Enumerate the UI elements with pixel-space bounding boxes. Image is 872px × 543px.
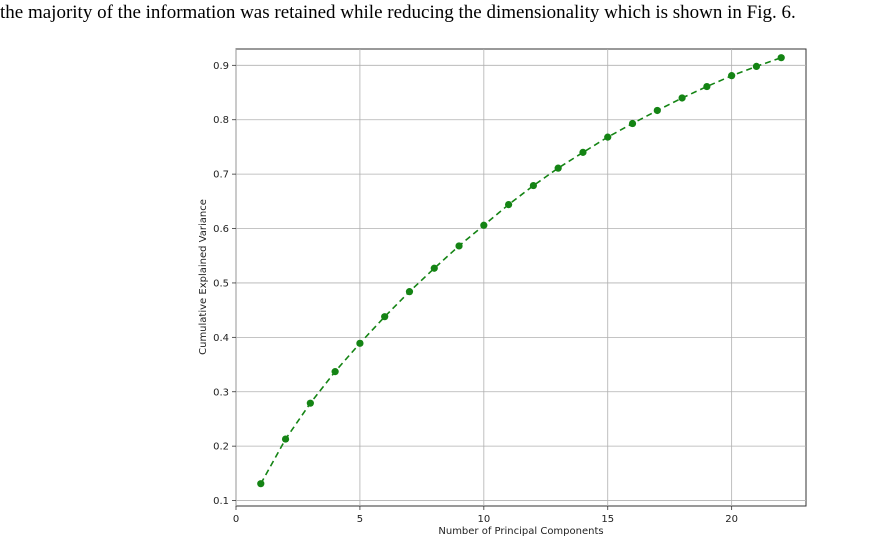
plot-area xyxy=(235,48,807,507)
data-point xyxy=(554,164,562,172)
data-point xyxy=(281,435,290,443)
data-points xyxy=(257,54,785,488)
x-tick-label: 0 xyxy=(233,514,239,525)
axes: 0 5 10 15 20 0.1 0.2 0.3 0.4 0.5 0.6 0.7 0.8 0.9 xyxy=(213,61,738,525)
data-point xyxy=(678,94,686,102)
data-point xyxy=(653,106,661,115)
data-point xyxy=(455,242,463,250)
data-point xyxy=(430,264,438,272)
caption-text: the majority of the information was reta… xyxy=(0,2,796,23)
data-point xyxy=(505,200,513,209)
series-line xyxy=(260,56,782,485)
data-point xyxy=(628,119,637,128)
data-point xyxy=(381,313,389,321)
y-tick-label: 0.3 xyxy=(213,387,229,398)
x-axis-label: Number of Principal Components xyxy=(438,526,603,537)
data-point xyxy=(579,148,587,156)
y-tick-label: 0.9 xyxy=(213,61,229,72)
y-tick-label: 0.1 xyxy=(213,496,229,507)
grid xyxy=(235,49,806,506)
y-tick-label: 0.4 xyxy=(213,333,229,344)
x-tick-label: 5 xyxy=(357,514,363,525)
data-point xyxy=(752,62,761,71)
data-point xyxy=(529,181,537,190)
y-axis-label: Cumulative Explained Variance xyxy=(198,199,209,355)
data-point xyxy=(604,133,612,141)
y-tick-label: 0.7 xyxy=(213,170,229,181)
data-point xyxy=(728,72,736,80)
y-tick-label: 0.8 xyxy=(213,115,229,126)
data-point xyxy=(777,54,785,62)
data-point xyxy=(257,480,265,488)
data-point xyxy=(703,82,711,91)
data-point xyxy=(356,339,364,347)
x-tick-label: 15 xyxy=(601,514,614,525)
data-point xyxy=(405,288,414,296)
data-point xyxy=(306,399,314,407)
x-tick-label: 10 xyxy=(477,514,490,525)
data-point xyxy=(480,221,488,229)
y-tick-label: 0.6 xyxy=(213,224,229,235)
x-tick-label: 20 xyxy=(725,514,738,525)
y-tick-label: 0.5 xyxy=(213,278,229,289)
data-point xyxy=(331,368,339,376)
y-tick-label: 0.2 xyxy=(213,442,229,453)
